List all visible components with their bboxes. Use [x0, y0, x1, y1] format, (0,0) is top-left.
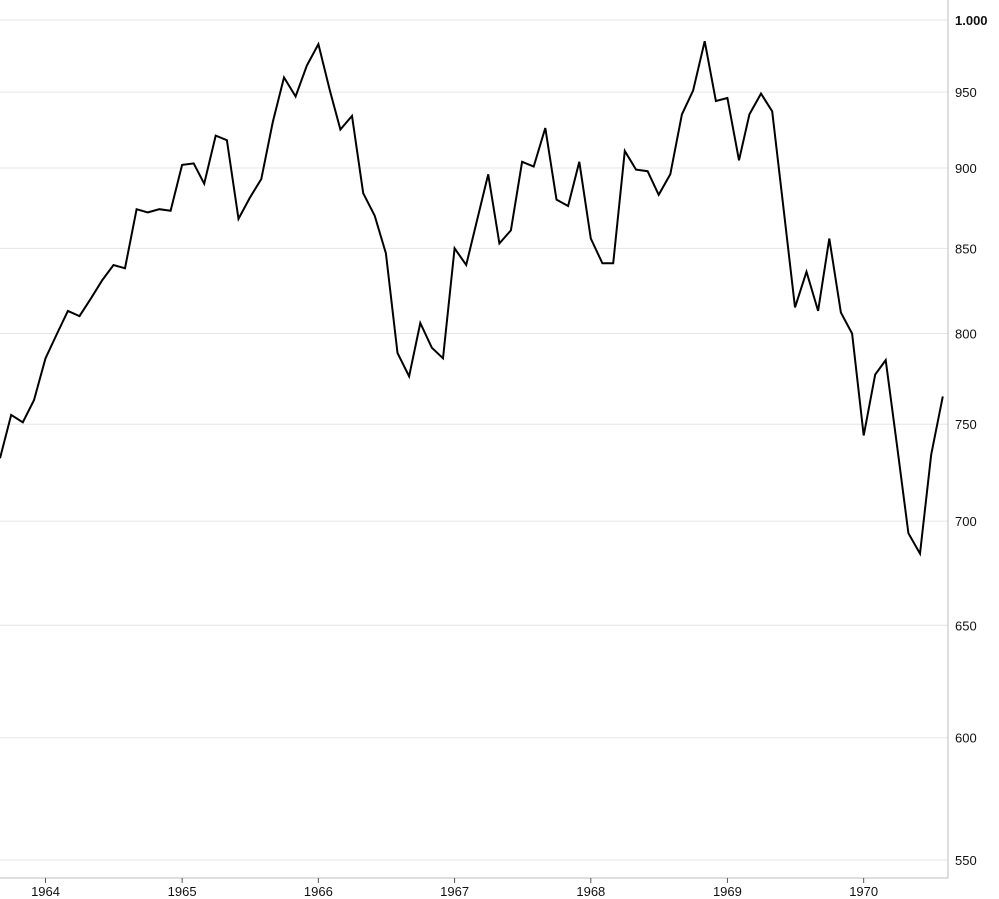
- series-line: [0, 40, 944, 557]
- x-tick-label: 1966: [304, 884, 333, 899]
- y-tick-label: 750: [955, 417, 977, 432]
- y-tick-label: 800: [955, 327, 977, 342]
- y-tick-label: 1.000: [955, 13, 988, 28]
- x-tick-label: 1968: [576, 884, 605, 899]
- x-axis: 1964 1965 1966 1967 1968 1969 1970: [0, 877, 948, 899]
- x-tick-label: 1967: [440, 884, 469, 899]
- x-tick-label: 1969: [713, 884, 742, 899]
- y-tick-label: 650: [955, 618, 977, 633]
- y-tick-label: 700: [955, 514, 977, 529]
- y-tick-label: 950: [955, 85, 977, 100]
- gridlines: [0, 19, 948, 861]
- y-axis: 1.000 950 900 850 800 750 700 650 600 550: [955, 13, 988, 868]
- y-tick-label: 850: [955, 241, 977, 256]
- y-tick-label: 550: [955, 853, 977, 868]
- x-tick-label: 1970: [849, 884, 878, 899]
- y-tick-label: 900: [955, 161, 977, 176]
- y-tick-label: 600: [955, 731, 977, 746]
- x-tick-label: 1965: [168, 884, 197, 899]
- x-tick-label: 1964: [31, 884, 60, 899]
